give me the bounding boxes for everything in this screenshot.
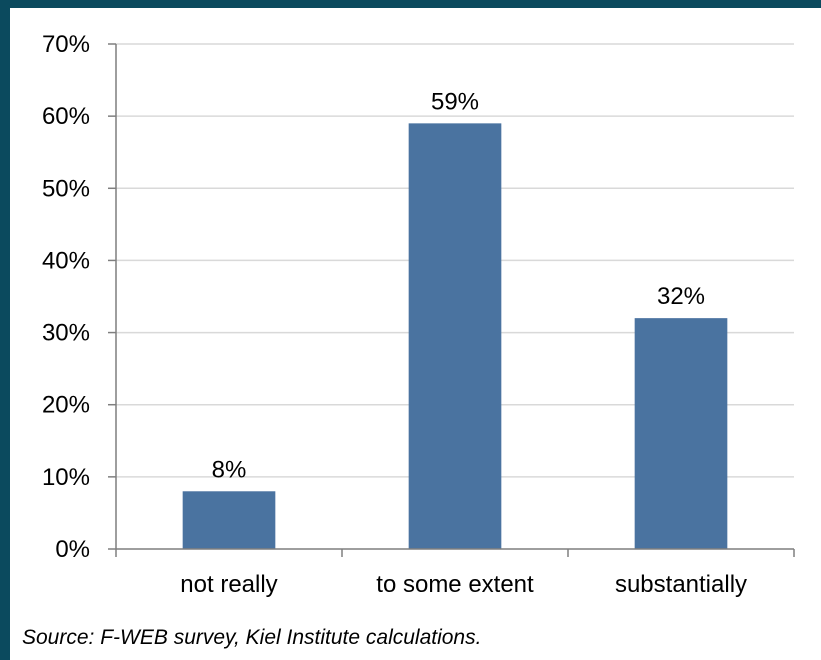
category-label: to some extent	[376, 571, 534, 598]
data-label: 32%	[657, 283, 705, 310]
bar	[182, 491, 276, 549]
y-tick-label: 70%	[42, 31, 90, 58]
category-label: substantially	[615, 571, 747, 598]
chart-panel: 0% 10% 20% 30% 40% 50% 60% 70% 8% not really 59% to…	[10, 8, 821, 660]
bar-chart: 0% 10% 20% 30% 40% 50% 60% 70% 8% not really 59% to…	[42, 31, 795, 598]
y-tick-label: 20%	[42, 392, 90, 419]
y-tick-label: 0%	[55, 536, 90, 563]
bar	[408, 123, 502, 549]
data-label: 8%	[212, 456, 247, 483]
y-tick-label: 10%	[42, 464, 90, 491]
y-tick-label: 50%	[42, 175, 90, 202]
bar	[634, 318, 728, 549]
y-tick-label: 40%	[42, 247, 90, 274]
y-tick-label: 30%	[42, 320, 90, 347]
source-note: Source: F-WEB survey, Kiel Institute cal…	[22, 626, 482, 649]
data-label: 59%	[431, 88, 479, 115]
y-tick-label: 60%	[42, 103, 90, 130]
category-label: not really	[180, 571, 277, 598]
